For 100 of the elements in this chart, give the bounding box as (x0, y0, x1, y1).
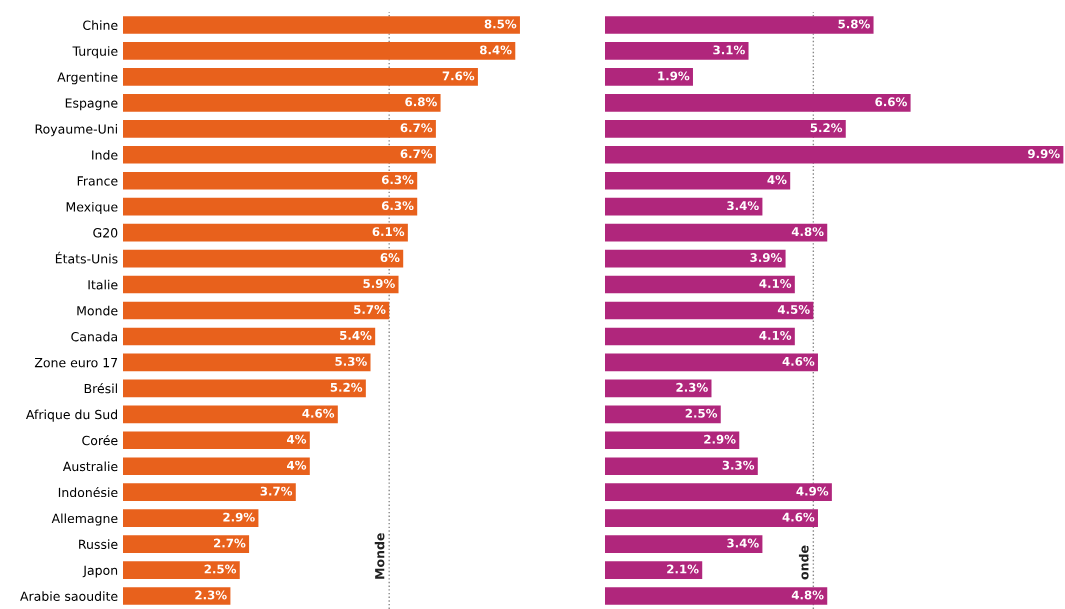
data-label: 6.3% (381, 175, 414, 185)
bar (605, 301, 814, 320)
data-label: 4.1% (759, 279, 792, 288)
y-tick-label: Argentine (57, 72, 118, 85)
bar (605, 197, 763, 216)
bar (123, 119, 436, 138)
y-tick-label: Mexique (66, 201, 118, 215)
data-label: 3.3% (722, 460, 755, 470)
bar (605, 145, 1064, 164)
bar (123, 535, 250, 553)
data-label: 2.9% (223, 512, 255, 522)
data-label: 5.7% (354, 305, 386, 314)
ref-line-label: onde (798, 545, 809, 580)
bar (123, 457, 310, 476)
y-tick-label: Monde (77, 305, 118, 316)
bar (123, 509, 259, 527)
data-label: 4.1% (759, 330, 792, 340)
data-label: 6% (380, 253, 400, 263)
data-label: 5.3% (335, 356, 367, 366)
data-label: 6.7% (400, 123, 433, 133)
bar (123, 42, 516, 60)
data-label: 2.5% (204, 564, 237, 574)
data-label: 5.4% (340, 330, 372, 340)
y-tick-label: France (77, 176, 118, 186)
bar (123, 223, 408, 242)
bar (605, 94, 911, 112)
bar (605, 353, 818, 372)
y-tick-label: Espagne (65, 98, 118, 111)
data-label: 3.7% (260, 486, 293, 496)
data-label: 4% (287, 434, 307, 444)
bar (123, 379, 366, 398)
bar (605, 431, 740, 450)
bar (605, 275, 795, 294)
bar (123, 353, 371, 372)
data-label: 5.8% (838, 19, 870, 29)
data-label: 4% (767, 175, 787, 185)
bar (123, 171, 418, 190)
data-label: 3.9% (750, 253, 782, 263)
bar (123, 431, 310, 450)
data-label: 7.6% (442, 71, 475, 81)
bar (605, 405, 721, 424)
bar (123, 68, 478, 86)
bar (605, 68, 693, 86)
data-label: 3.4% (727, 201, 759, 211)
bar (123, 561, 240, 579)
bar (123, 275, 399, 294)
data-label: 2.3% (676, 382, 708, 392)
data-label: 6.7% (400, 149, 433, 159)
data-label: 4.6% (782, 512, 815, 522)
bar (605, 42, 749, 60)
data-label: 1.9% (658, 71, 690, 81)
data-label: 5.2% (810, 123, 843, 133)
bar (605, 327, 795, 346)
y-tick-label: Australie (62, 461, 118, 472)
bar (123, 483, 296, 502)
data-label: 3.1% (713, 45, 745, 55)
bar (123, 405, 338, 424)
bar (123, 327, 376, 346)
bar (605, 535, 763, 553)
bar (605, 249, 786, 268)
y-tick-label: Allemagne (51, 513, 118, 526)
data-label: 9.9% (1028, 149, 1060, 159)
data-label: 2.9% (704, 434, 736, 444)
bar (123, 94, 441, 112)
data-label: 5.2% (330, 382, 363, 392)
bar (605, 16, 874, 34)
bar (123, 16, 520, 34)
bar (605, 587, 828, 605)
y-tick-label: Arabie saoudite (20, 591, 118, 601)
y-tick-label: Turquie (72, 46, 118, 59)
data-label: 4.8% (791, 590, 824, 600)
data-label: 2.5% (685, 408, 718, 418)
y-tick-label: Corée (82, 435, 118, 446)
y-tick-label: Brésil (84, 383, 117, 394)
data-label: 4.6% (782, 356, 815, 366)
bar (605, 223, 828, 242)
y-tick-label: États-Unis (55, 251, 118, 264)
y-tick-label: Afrique du Sud (25, 409, 117, 422)
y-tick-label: Italie (88, 279, 118, 290)
data-label: 6.8% (405, 97, 437, 107)
y-tick-label: Chine (83, 20, 118, 30)
y-tick-label: Japon (82, 565, 118, 578)
y-tick-label: Russie (79, 539, 118, 550)
data-label: 6.3% (381, 201, 414, 211)
y-tick-label: Indonésie (58, 486, 118, 498)
ref-line-label: Monde (374, 533, 385, 579)
data-label: 3.4% (727, 538, 759, 548)
bar (605, 119, 846, 138)
bar (605, 483, 832, 502)
data-label: 4.9% (796, 486, 829, 496)
data-label: 8.5% (484, 19, 517, 29)
data-label: 4% (287, 460, 307, 470)
bar (123, 197, 418, 216)
bar (605, 457, 758, 476)
bar (123, 145, 436, 164)
data-label: 5.9% (363, 279, 395, 288)
bar (605, 561, 703, 579)
bar (605, 171, 791, 190)
bar (123, 249, 404, 268)
y-tick-label: G20 (93, 228, 118, 238)
